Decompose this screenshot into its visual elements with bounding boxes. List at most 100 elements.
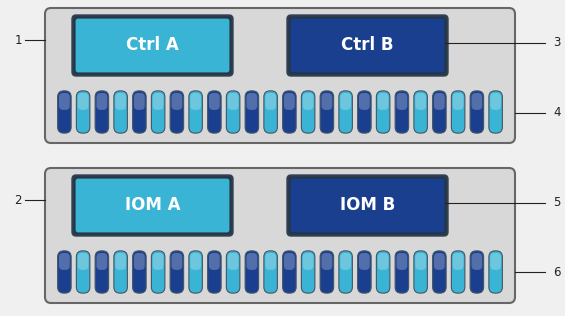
- FancyBboxPatch shape: [453, 93, 463, 110]
- FancyBboxPatch shape: [434, 253, 445, 270]
- FancyBboxPatch shape: [433, 91, 446, 133]
- Text: 2: 2: [14, 193, 21, 206]
- FancyBboxPatch shape: [170, 251, 184, 293]
- FancyBboxPatch shape: [209, 253, 220, 270]
- FancyBboxPatch shape: [151, 91, 165, 133]
- FancyBboxPatch shape: [433, 251, 446, 293]
- FancyBboxPatch shape: [359, 93, 370, 110]
- FancyBboxPatch shape: [246, 253, 257, 270]
- FancyBboxPatch shape: [114, 91, 127, 133]
- FancyBboxPatch shape: [489, 251, 502, 293]
- FancyBboxPatch shape: [264, 251, 277, 293]
- FancyBboxPatch shape: [58, 91, 71, 133]
- Text: 4: 4: [553, 106, 560, 119]
- FancyBboxPatch shape: [471, 253, 483, 270]
- FancyBboxPatch shape: [395, 251, 408, 293]
- FancyBboxPatch shape: [115, 253, 126, 270]
- FancyBboxPatch shape: [414, 91, 427, 133]
- FancyBboxPatch shape: [75, 178, 230, 233]
- FancyBboxPatch shape: [75, 18, 230, 73]
- FancyBboxPatch shape: [58, 251, 71, 293]
- FancyBboxPatch shape: [78, 93, 89, 110]
- Text: Ctrl B: Ctrl B: [341, 37, 394, 54]
- FancyBboxPatch shape: [114, 251, 127, 293]
- FancyBboxPatch shape: [490, 93, 501, 110]
- FancyBboxPatch shape: [303, 253, 314, 270]
- FancyBboxPatch shape: [321, 93, 332, 110]
- Text: 5: 5: [553, 197, 560, 210]
- FancyBboxPatch shape: [72, 15, 233, 76]
- FancyBboxPatch shape: [265, 253, 276, 270]
- FancyBboxPatch shape: [190, 253, 201, 270]
- FancyBboxPatch shape: [97, 253, 107, 270]
- FancyBboxPatch shape: [134, 93, 145, 110]
- FancyBboxPatch shape: [282, 91, 296, 133]
- FancyBboxPatch shape: [153, 93, 163, 110]
- FancyBboxPatch shape: [246, 93, 257, 110]
- FancyBboxPatch shape: [287, 15, 448, 76]
- FancyBboxPatch shape: [301, 91, 315, 133]
- FancyBboxPatch shape: [45, 8, 515, 143]
- FancyBboxPatch shape: [189, 251, 202, 293]
- FancyBboxPatch shape: [59, 253, 69, 270]
- FancyBboxPatch shape: [59, 93, 69, 110]
- FancyBboxPatch shape: [489, 91, 502, 133]
- FancyBboxPatch shape: [301, 251, 315, 293]
- FancyBboxPatch shape: [170, 91, 184, 133]
- Text: IOM A: IOM A: [125, 197, 180, 215]
- FancyBboxPatch shape: [490, 253, 501, 270]
- FancyBboxPatch shape: [290, 18, 445, 73]
- FancyBboxPatch shape: [228, 253, 238, 270]
- FancyBboxPatch shape: [339, 251, 353, 293]
- FancyBboxPatch shape: [245, 251, 259, 293]
- FancyBboxPatch shape: [470, 91, 484, 133]
- FancyBboxPatch shape: [95, 251, 108, 293]
- FancyBboxPatch shape: [339, 91, 353, 133]
- FancyBboxPatch shape: [414, 251, 427, 293]
- FancyBboxPatch shape: [415, 93, 426, 110]
- FancyBboxPatch shape: [209, 93, 220, 110]
- FancyBboxPatch shape: [265, 93, 276, 110]
- FancyBboxPatch shape: [227, 251, 240, 293]
- FancyBboxPatch shape: [321, 253, 332, 270]
- FancyBboxPatch shape: [97, 93, 107, 110]
- FancyBboxPatch shape: [134, 253, 145, 270]
- FancyBboxPatch shape: [76, 91, 90, 133]
- FancyBboxPatch shape: [151, 251, 165, 293]
- FancyBboxPatch shape: [189, 91, 202, 133]
- FancyBboxPatch shape: [434, 93, 445, 110]
- FancyBboxPatch shape: [453, 253, 463, 270]
- FancyBboxPatch shape: [245, 91, 259, 133]
- FancyBboxPatch shape: [227, 91, 240, 133]
- FancyBboxPatch shape: [115, 93, 126, 110]
- Text: 1: 1: [14, 33, 21, 46]
- Text: IOM B: IOM B: [340, 197, 395, 215]
- FancyBboxPatch shape: [76, 251, 90, 293]
- FancyBboxPatch shape: [451, 251, 465, 293]
- FancyBboxPatch shape: [264, 91, 277, 133]
- FancyBboxPatch shape: [153, 253, 163, 270]
- FancyBboxPatch shape: [228, 93, 238, 110]
- FancyBboxPatch shape: [45, 168, 515, 303]
- FancyBboxPatch shape: [72, 175, 233, 236]
- FancyBboxPatch shape: [284, 253, 295, 270]
- FancyBboxPatch shape: [470, 251, 484, 293]
- FancyBboxPatch shape: [207, 91, 221, 133]
- FancyBboxPatch shape: [395, 91, 408, 133]
- FancyBboxPatch shape: [78, 253, 89, 270]
- Text: Ctrl A: Ctrl A: [126, 37, 179, 54]
- FancyBboxPatch shape: [376, 91, 390, 133]
- Text: 3: 3: [553, 37, 560, 50]
- FancyBboxPatch shape: [95, 91, 108, 133]
- FancyBboxPatch shape: [471, 93, 483, 110]
- FancyBboxPatch shape: [190, 93, 201, 110]
- FancyBboxPatch shape: [358, 251, 371, 293]
- FancyBboxPatch shape: [415, 253, 426, 270]
- FancyBboxPatch shape: [451, 91, 465, 133]
- FancyBboxPatch shape: [171, 253, 182, 270]
- FancyBboxPatch shape: [282, 251, 296, 293]
- FancyBboxPatch shape: [320, 91, 333, 133]
- FancyBboxPatch shape: [207, 251, 221, 293]
- FancyBboxPatch shape: [320, 251, 333, 293]
- FancyBboxPatch shape: [284, 93, 295, 110]
